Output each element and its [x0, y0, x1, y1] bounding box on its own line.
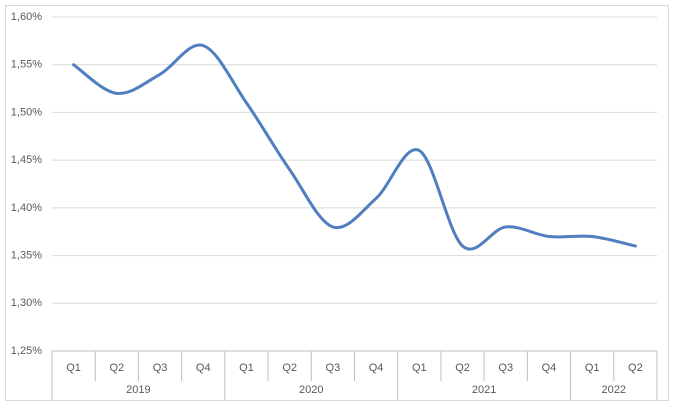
y-tick-label: 1,25%: [11, 345, 42, 357]
y-tick-label: 1,60%: [11, 11, 42, 23]
group-label: 2019: [126, 384, 150, 396]
chart-border: [5, 5, 669, 401]
x-tick-label: Q2: [109, 362, 124, 374]
x-tick-label: Q4: [196, 362, 211, 374]
x-tick-label: Q3: [326, 362, 341, 374]
group-label: 2021: [472, 384, 496, 396]
x-tick-label: Q1: [66, 362, 81, 374]
group-label: 2020: [299, 384, 323, 396]
y-tick-label: 1,35%: [11, 249, 42, 261]
y-tick-label: 1,50%: [11, 106, 42, 118]
y-tick-label: 1,30%: [11, 297, 42, 309]
x-tick-label: Q1: [412, 362, 427, 374]
y-tick-label: 1,45%: [11, 154, 42, 166]
x-tick-label: Q4: [369, 362, 384, 374]
x-tick-label: Q2: [282, 362, 297, 374]
x-tick-label: Q1: [239, 362, 254, 374]
x-tick-label: Q3: [153, 362, 168, 374]
x-tick-label: Q4: [542, 362, 557, 374]
x-tick-label: Q1: [585, 362, 600, 374]
x-tick-label: Q3: [498, 362, 513, 374]
x-tick-label: Q2: [628, 362, 643, 374]
group-label: 2022: [602, 384, 626, 396]
line-series: [72, 43, 637, 251]
y-tick-label: 1,40%: [11, 202, 42, 214]
x-tick-label: Q2: [455, 362, 470, 374]
y-tick-label: 1,55%: [11, 59, 42, 71]
